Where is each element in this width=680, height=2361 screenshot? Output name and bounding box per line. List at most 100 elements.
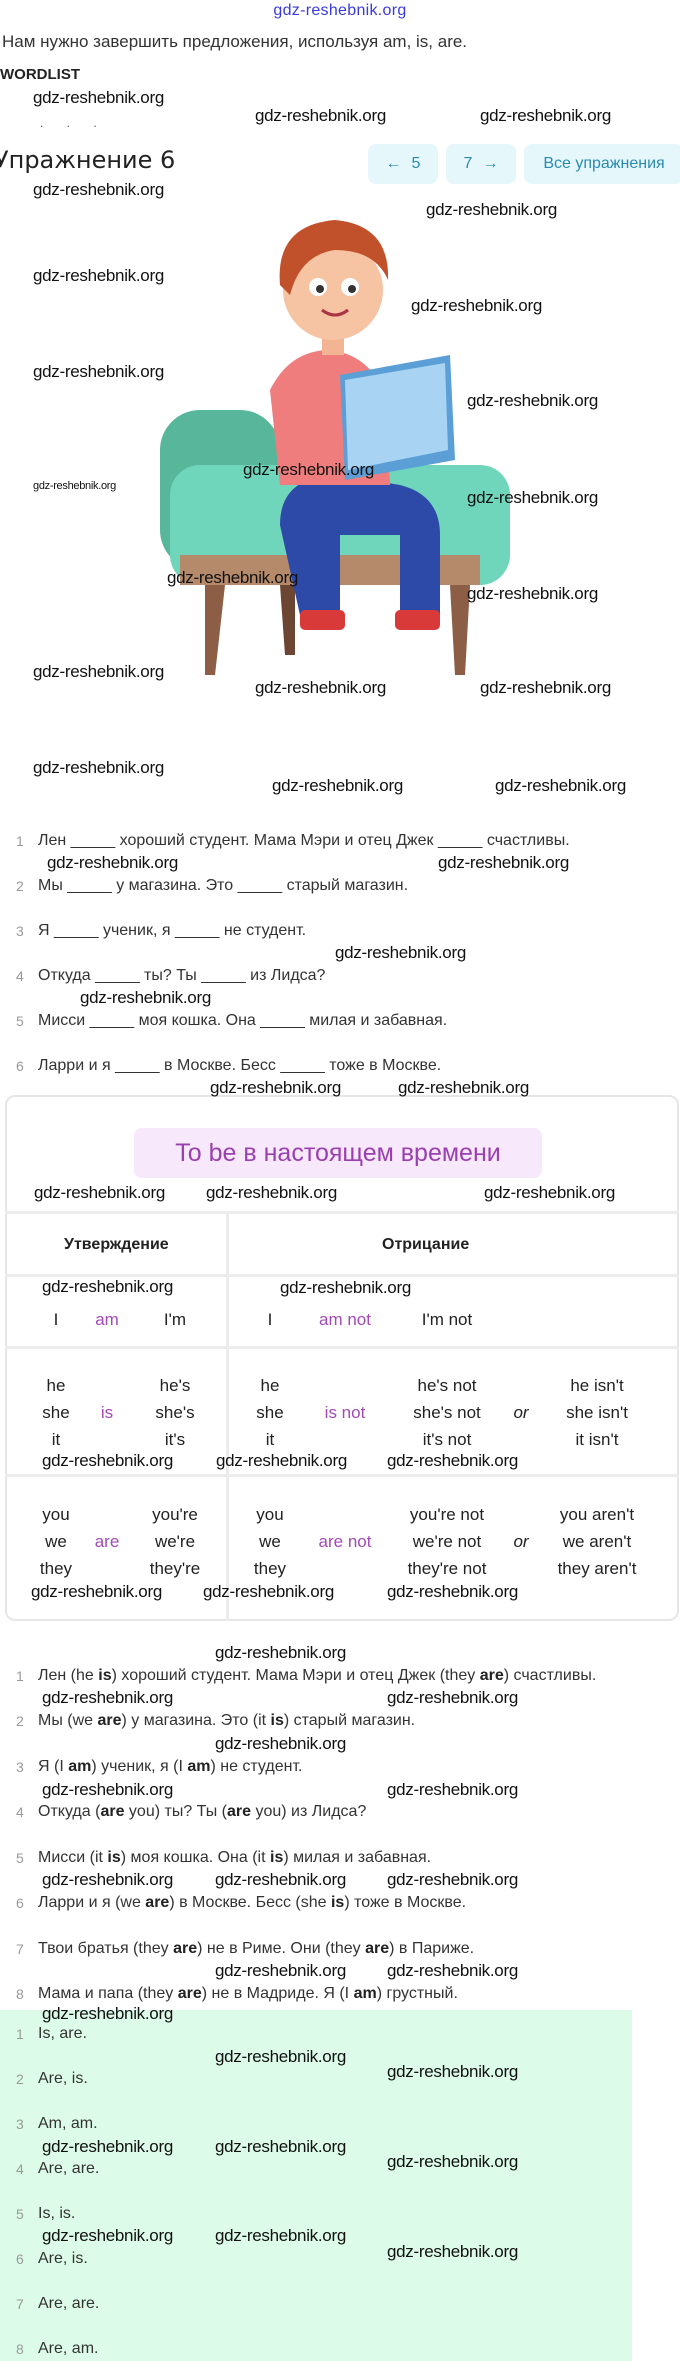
watermark-text: gdz-reshebnik.org [215, 1734, 346, 1753]
answer-number: 4 [16, 2161, 24, 2177]
watermark-text: gdz-reshebnik.org [387, 1582, 518, 1601]
verb-form: are [94, 1532, 120, 1551]
watermark-text: gdz-reshebnik.org [480, 106, 611, 125]
question-number: 5 [16, 1013, 24, 1029]
watermark-text: gdz-reshebnik.org [34, 1183, 165, 1202]
next-exercise-button[interactable]: 7 → [446, 144, 516, 184]
verb-highlight: am [187, 1758, 211, 1775]
watermark-text: gdz-reshebnik.org [255, 678, 386, 697]
verb-highlight: is [330, 1894, 345, 1911]
grammar-card [5, 1095, 679, 1621]
answer-item: 8 Are, am. [16, 2339, 98, 2359]
sentence-part: ) в Москве. Бесс (she [169, 1894, 331, 1911]
divider [5, 1274, 679, 1277]
sentence-part: you) из Лидса? [251, 1803, 367, 1820]
answer-item: 1 Is, are. [16, 2024, 87, 2044]
verb-highlight: are [227, 1803, 252, 1820]
sentence-part: ) хороший студент. Мама Мэри и отец Джек… [111, 1667, 480, 1684]
watermark-text: gdz-reshebnik.org [335, 943, 466, 962]
pronoun: you [256, 1505, 284, 1524]
sentence-part: ) ученик, я (I [91, 1758, 188, 1775]
answer-number: 8 [16, 2341, 24, 2357]
sentence-number: 5 [16, 1850, 24, 1866]
answer-text: Are, are. [38, 2295, 100, 2312]
watermark-text: gdz-reshebnik.org [467, 584, 598, 603]
watermark-text: gdz-reshebnik.org [243, 460, 374, 479]
question-number: 1 [16, 833, 24, 849]
watermark-text: gdz-reshebnik.org [215, 1643, 346, 1662]
pronoun: we [259, 1532, 281, 1551]
site-header-link[interactable]: gdz-reshebnik.org [273, 2, 407, 19]
watermark-text: gdz-reshebnik.org [80, 988, 211, 1007]
sentence-part: Мама и папа (they [38, 1985, 178, 2002]
answer-number: 1 [16, 2026, 24, 2042]
contraction: he's [159, 1376, 191, 1395]
watermark-text: gdz-reshebnik.org [167, 568, 298, 587]
watermark-text: gdz-reshebnik.org [33, 88, 164, 107]
question-item: 4 Откуда _____ ты? Ты _____ из Лидса? [16, 966, 325, 986]
question-text: Я _____ ученик, я _____ не студент. [38, 922, 307, 939]
negative-contraction: I'm not [421, 1310, 473, 1329]
watermark-text: gdz-reshebnik.org [467, 391, 598, 410]
answer-number: 5 [16, 2206, 24, 2222]
watermark-text: gdz-reshebnik.org [42, 1870, 173, 1889]
grammar-title: To be в настоящем времени [134, 1128, 542, 1178]
sentence-text: Мисси (it is) моя кошка. Она (it is) мил… [38, 1848, 431, 1868]
watermark-text: gdz-reshebnik.org [33, 266, 164, 285]
sentence-part: Откуда ( [38, 1803, 101, 1820]
pronoun: he [260, 1376, 280, 1395]
answer-text: Are, is. [38, 2250, 88, 2267]
watermark-text: gdz-reshebnik.org [42, 1451, 173, 1470]
all-exercises-button[interactable]: Все упражнения [524, 144, 680, 184]
watermark-text: gdz-reshebnik.org [467, 488, 598, 507]
watermark-text: gdz-reshebnik.org [398, 1078, 529, 1097]
short-negative: they aren't [557, 1559, 637, 1578]
verb-highlight: are [100, 1803, 125, 1820]
wordlist-content: . . . [40, 116, 107, 130]
watermark-text: gdz-reshebnik.org [495, 776, 626, 795]
sentence-text: Откуда (are you) ты? Ты (are you) из Лид… [38, 1802, 366, 1822]
watermark-text: gdz-reshebnik.org [255, 106, 386, 125]
pronoun: they [39, 1559, 73, 1578]
sentence-number: 3 [16, 1759, 24, 1775]
wordlist-label: WORDLIST [0, 66, 80, 83]
watermark-text: gdz-reshebnik.org [42, 1688, 173, 1707]
prev-exercise-button[interactable]: ← 5 [368, 144, 438, 184]
negative-contraction: he's not [417, 1376, 477, 1395]
negative-verb-form: am not [319, 1310, 371, 1329]
answer-text: Am, am. [38, 2115, 98, 2132]
pronoun: they [253, 1559, 287, 1578]
short-negative: she isn't [566, 1403, 628, 1422]
sentence-number: 7 [16, 1941, 24, 1957]
contraction: you're [152, 1505, 198, 1524]
sentence-number: 1 [16, 1668, 24, 1684]
sentence-part: you) ты? Ты ( [124, 1803, 227, 1820]
verb-form: am [95, 1310, 119, 1329]
contraction: she's [155, 1403, 195, 1422]
filled-sentence: 5 Мисси (it is) моя кошка. Она (it is) ми… [16, 1848, 431, 1868]
question-number: 4 [16, 968, 24, 984]
sentence-part: ) не в Риме. Они (they [197, 1940, 366, 1957]
verb-highlight: am [353, 1985, 377, 2002]
filled-sentence: 4 Откуда (are you) ты? Ты (are you) из Ли… [16, 1802, 366, 1822]
answer-item: 2 Are, is. [16, 2069, 88, 2089]
pronoun: you [42, 1505, 70, 1524]
filled-sentence: 8 Мама и папа (they are) не в Мадриде. Я … [16, 1984, 458, 2004]
prev-label: 5 [411, 155, 421, 172]
watermark-text: gdz-reshebnik.org [215, 2137, 346, 2156]
pronoun: it [51, 1430, 61, 1449]
column-header-affirmative: Утверждение [64, 1236, 169, 1253]
question-item: 1 Лен _____ хороший студент. Мама Мэри и … [16, 831, 570, 851]
arrow-right-icon: → [482, 155, 499, 172]
sentence-part: Мы (we [38, 1712, 98, 1729]
watermark-text: gdz-reshebnik.org [33, 362, 164, 381]
answer-text: Are, am. [38, 2340, 99, 2357]
sentence-part: ) тоже в Москве. [344, 1894, 467, 1911]
verb-highlight: are [97, 1712, 122, 1729]
answer-item: 6 Are, is. [16, 2249, 88, 2269]
sentence-part: ) старый магазин. [283, 1712, 416, 1729]
verb-highlight: are [173, 1940, 198, 1957]
question-number: 6 [16, 1058, 24, 1074]
watermark-text: gdz-reshebnik.org [42, 2137, 173, 2156]
answer-number: 7 [16, 2296, 24, 2312]
